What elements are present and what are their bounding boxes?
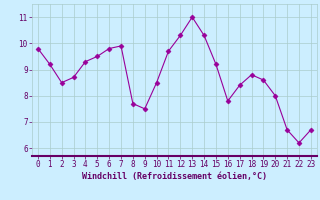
X-axis label: Windchill (Refroidissement éolien,°C): Windchill (Refroidissement éolien,°C) <box>82 172 267 181</box>
